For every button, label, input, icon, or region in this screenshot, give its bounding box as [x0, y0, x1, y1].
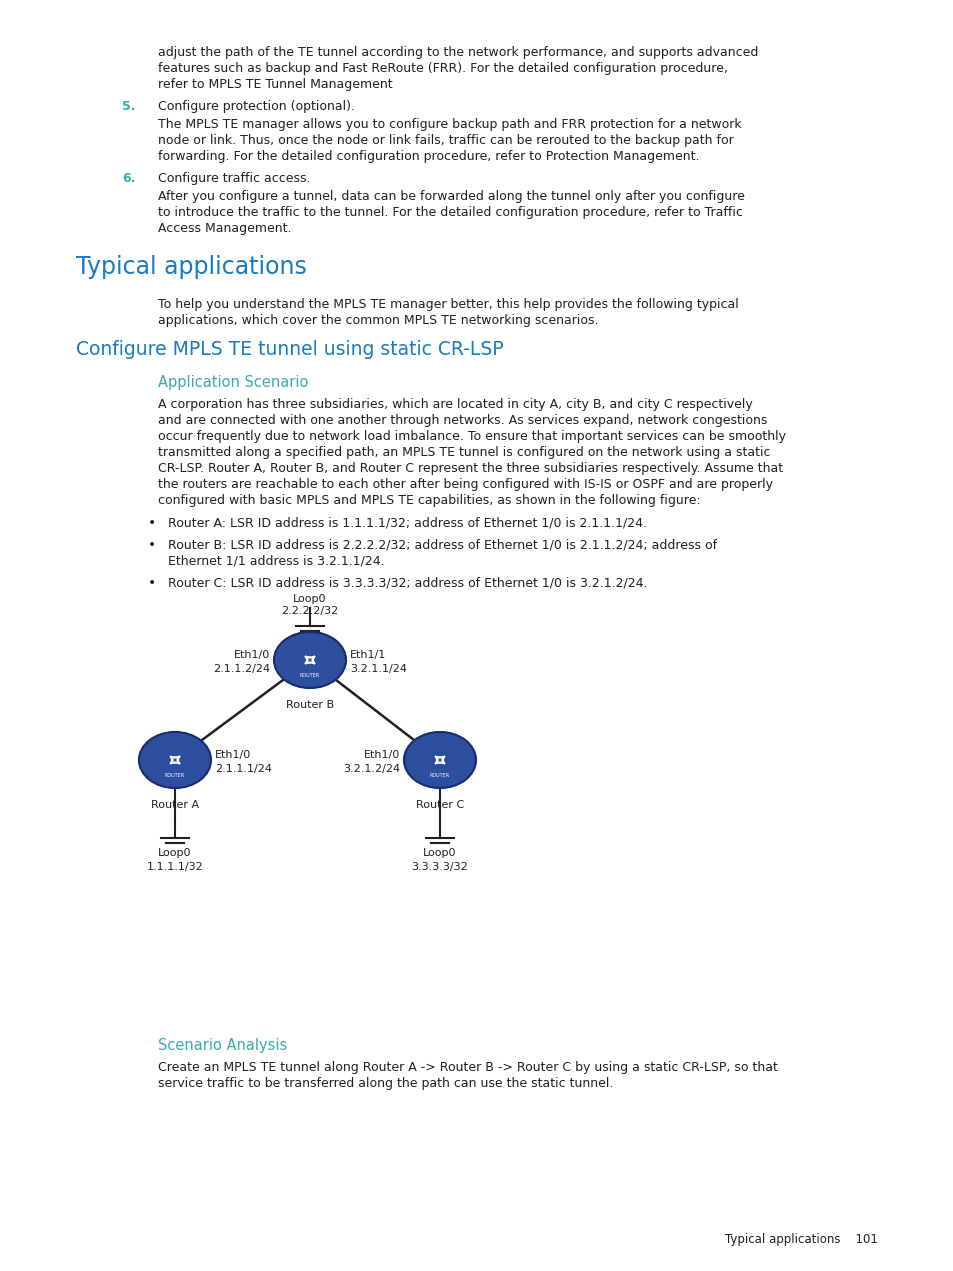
Text: features such as backup and Fast ReRoute (FRR). For the detailed configuration p: features such as backup and Fast ReRoute… [158, 62, 727, 75]
Text: 5.: 5. [122, 100, 135, 113]
Text: Eth1/0: Eth1/0 [214, 750, 251, 760]
Text: Router C: LSR ID address is 3.3.3.3/32; address of Ethernet 1/0 is 3.2.1.2/24.: Router C: LSR ID address is 3.3.3.3/32; … [168, 576, 647, 588]
Text: forwarding. For the detailed configuration procedure, refer to Protection Manage: forwarding. For the detailed configurati… [158, 150, 699, 163]
Text: ROUTER: ROUTER [165, 773, 185, 778]
Text: Typical applications    101: Typical applications 101 [724, 1233, 877, 1246]
Text: ROUTER: ROUTER [299, 672, 319, 677]
Text: the routers are reachable to each other after being configured with IS-IS or OSP: the routers are reachable to each other … [158, 478, 772, 491]
Text: 3.3.3.3/32: 3.3.3.3/32 [411, 862, 468, 872]
Text: Loop0: Loop0 [293, 594, 327, 604]
Ellipse shape [403, 732, 476, 788]
Text: ROUTER: ROUTER [430, 773, 450, 778]
Text: 1.1.1.1/32: 1.1.1.1/32 [147, 862, 203, 872]
Text: CR-LSP. Router A, Router B, and Router C represent the three subsidiaries respec: CR-LSP. Router A, Router B, and Router C… [158, 461, 782, 475]
Ellipse shape [274, 632, 346, 688]
Text: adjust the path of the TE tunnel according to the network performance, and suppo: adjust the path of the TE tunnel accordi… [158, 46, 758, 58]
Text: Create an MPLS TE tunnel along Router A -> Router B -> Router C by using a stati: Create an MPLS TE tunnel along Router A … [158, 1061, 777, 1074]
Text: Eth1/0: Eth1/0 [233, 649, 270, 660]
Text: configured with basic MPLS and MPLS TE capabilities, as shown in the following f: configured with basic MPLS and MPLS TE c… [158, 494, 700, 507]
Text: Router C: Router C [416, 799, 464, 810]
Text: Loop0: Loop0 [158, 848, 192, 858]
Text: Router B: Router B [286, 700, 334, 710]
Text: Configure MPLS TE tunnel using static CR-LSP: Configure MPLS TE tunnel using static CR… [76, 341, 503, 358]
Text: A corporation has three subsidiaries, which are located in city A, city B, and c: A corporation has three subsidiaries, wh… [158, 398, 752, 411]
Text: •: • [148, 576, 156, 590]
Text: transmitted along a specified path, an MPLS TE tunnel is configured on the netwo: transmitted along a specified path, an M… [158, 446, 770, 459]
Text: •: • [148, 516, 156, 530]
Text: to introduce the traffic to the tunnel. For the detailed configuration procedure: to introduce the traffic to the tunnel. … [158, 206, 742, 219]
Text: After you configure a tunnel, data can be forwarded along the tunnel only after : After you configure a tunnel, data can b… [158, 189, 744, 203]
Text: Router B: LSR ID address is 2.2.2.2/32; address of Ethernet 1/0 is 2.1.1.2/24; a: Router B: LSR ID address is 2.2.2.2/32; … [168, 538, 717, 552]
Text: applications, which cover the common MPLS TE networking scenarios.: applications, which cover the common MPL… [158, 314, 598, 327]
Text: 6.: 6. [122, 172, 135, 186]
Text: 3.2.1.2/24: 3.2.1.2/24 [342, 764, 399, 774]
Ellipse shape [139, 732, 211, 788]
Text: 3.2.1.1/24: 3.2.1.1/24 [350, 663, 407, 674]
Text: 2.1.1.2/24: 2.1.1.2/24 [213, 663, 270, 674]
Text: node or link. Thus, once the node or link fails, traffic can be rerouted to the : node or link. Thus, once the node or lin… [158, 133, 733, 147]
Text: service traffic to be transferred along the path can use the static tunnel.: service traffic to be transferred along … [158, 1077, 613, 1091]
Text: Scenario Analysis: Scenario Analysis [158, 1038, 287, 1052]
Text: Router A: Router A [151, 799, 199, 810]
Text: To help you understand the MPLS TE manager better, this help provides the follow: To help you understand the MPLS TE manag… [158, 297, 738, 311]
Text: •: • [148, 538, 156, 552]
Text: Configure protection (optional).: Configure protection (optional). [158, 100, 355, 113]
Text: and are connected with one another through networks. As services expand, network: and are connected with one another throu… [158, 414, 766, 427]
Text: The MPLS TE manager allows you to configure backup path and FRR protection for a: The MPLS TE manager allows you to config… [158, 118, 740, 131]
Text: 2.2.2.2/32: 2.2.2.2/32 [281, 606, 338, 616]
Text: 2.1.1.1/24: 2.1.1.1/24 [214, 764, 272, 774]
Text: occur frequently due to network load imbalance. To ensure that important service: occur frequently due to network load imb… [158, 430, 785, 444]
Text: Typical applications: Typical applications [76, 255, 307, 280]
Text: refer to MPLS TE Tunnel Management: refer to MPLS TE Tunnel Management [158, 78, 393, 92]
Text: Ethernet 1/1 address is 3.2.1.1/24.: Ethernet 1/1 address is 3.2.1.1/24. [168, 554, 384, 567]
Text: Access Management.: Access Management. [158, 222, 292, 235]
Text: Router A: LSR ID address is 1.1.1.1/32; address of Ethernet 1/0 is 2.1.1.1/24.: Router A: LSR ID address is 1.1.1.1/32; … [168, 516, 646, 529]
Text: Application Scenario: Application Scenario [158, 375, 308, 390]
Text: Eth1/0: Eth1/0 [363, 750, 399, 760]
Text: Eth1/1: Eth1/1 [350, 649, 386, 660]
Text: Configure traffic access.: Configure traffic access. [158, 172, 310, 186]
Text: Loop0: Loop0 [423, 848, 456, 858]
